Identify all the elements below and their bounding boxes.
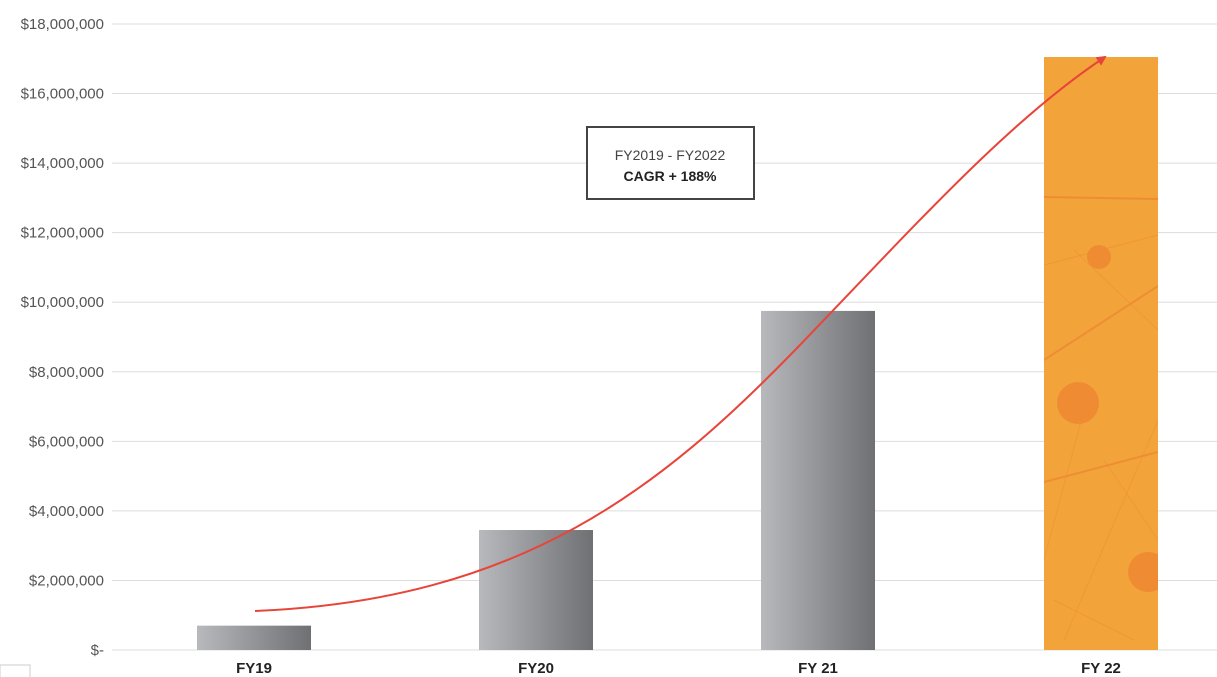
y-tick-label: $10,000,000 <box>21 294 104 311</box>
bar-fy20 <box>479 530 593 650</box>
bar-pattern <box>1044 196 1158 641</box>
pattern-line <box>1044 409 1085 561</box>
x-category-label: FY 22 <box>1081 660 1121 677</box>
corner-frame-fragment <box>0 664 31 677</box>
x-category-label: FY19 <box>236 660 272 677</box>
cagr-annotation-box: FY2019 - FY2022 CAGR + 188% <box>586 126 755 200</box>
pattern-dot <box>1128 552 1158 592</box>
bar-fy19 <box>197 625 311 650</box>
pattern-line <box>1044 196 1158 200</box>
gridlines <box>112 23 1217 651</box>
y-axis-tick-labels: $- $2,000,000 $4,000,000 $6,000,000 $8,000,0… <box>21 16 104 659</box>
y-tick-label: $4,000,000 <box>29 503 104 520</box>
y-tick-label: $- <box>91 642 104 659</box>
y-tick-label: $18,000,000 <box>21 16 104 33</box>
y-tick-label: $2,000,000 <box>29 572 104 589</box>
annotation-period-label: FY2019 - FY2022 <box>615 147 726 163</box>
pattern-line <box>1044 285 1158 361</box>
y-tick-label: $8,000,000 <box>29 364 104 381</box>
pattern-line <box>1044 451 1158 483</box>
x-axis-category-labels: FY19 FY20 FY 21 FY 22 <box>236 660 1121 677</box>
bar-fy22-highlight <box>1044 57 1158 651</box>
y-tick-label: $16,000,000 <box>21 86 104 103</box>
growth-trend-arrow <box>254 55 1107 612</box>
y-tick-label: $14,000,000 <box>21 155 104 172</box>
y-tick-label: $12,000,000 <box>21 225 104 242</box>
pattern-line <box>1073 249 1158 331</box>
bars <box>197 57 1158 651</box>
x-category-label: FY 21 <box>798 660 838 677</box>
pattern-line <box>1053 599 1135 641</box>
annotation-cagr-label: CAGR + 188% <box>624 168 718 184</box>
pattern-dot <box>1057 382 1099 424</box>
pattern-line <box>1063 419 1158 641</box>
x-category-label: FY20 <box>518 660 554 677</box>
annotation-border <box>586 126 755 200</box>
y-tick-label: $6,000,000 <box>29 433 104 450</box>
pattern-line <box>1103 459 1158 541</box>
pattern-dot <box>1087 245 1111 269</box>
bar-fy21 <box>761 310 875 650</box>
